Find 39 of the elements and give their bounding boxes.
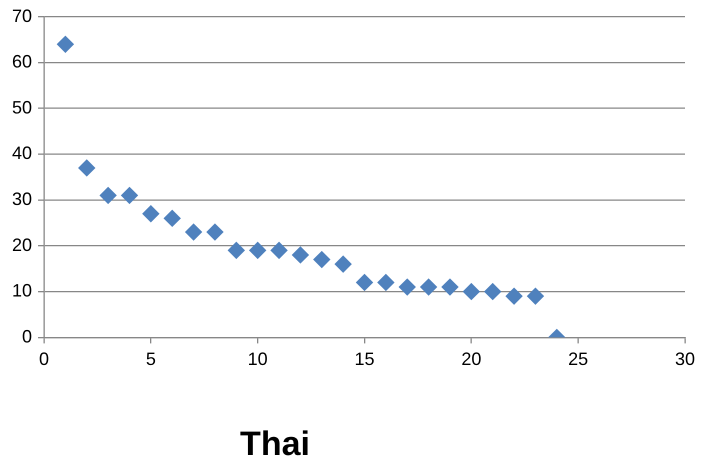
point	[78, 159, 96, 176]
x-tick-label: 10	[248, 349, 268, 370]
point	[506, 288, 523, 305]
x-tick-label: 15	[354, 349, 375, 370]
x-tick-label: 0	[39, 349, 50, 370]
x-tick-label: 30	[674, 349, 696, 370]
point	[313, 251, 330, 268]
point	[206, 224, 224, 241]
y-tick-label: 10	[12, 280, 32, 301]
point	[462, 283, 480, 300]
x-tick-label: 20	[461, 349, 482, 370]
point	[270, 242, 288, 259]
y-tick-label: 60	[12, 52, 32, 72]
y-tick-label: 0	[22, 326, 32, 346]
x-tick-label: 5	[146, 349, 156, 370]
y-tick-label: 30	[12, 188, 32, 209]
point	[377, 274, 394, 291]
point	[292, 246, 309, 264]
point	[526, 288, 544, 305]
point	[100, 186, 117, 204]
point	[441, 278, 458, 296]
point	[484, 283, 502, 300]
point	[356, 274, 374, 291]
point	[228, 242, 245, 259]
point	[185, 224, 202, 241]
x-tick-label: 25	[568, 349, 588, 370]
point	[334, 256, 352, 273]
point	[164, 210, 181, 227]
y-tick-label: 40	[12, 143, 32, 164]
y-tick-label: 20	[12, 234, 32, 255]
point	[120, 186, 138, 204]
point	[249, 242, 266, 259]
point	[398, 278, 416, 296]
point	[56, 36, 74, 53]
y-tick-label: 50	[12, 97, 32, 118]
point	[142, 205, 160, 222]
text: Thai	[239, 425, 311, 464]
point	[420, 278, 438, 296]
y-tick-label: 70	[12, 6, 32, 26]
